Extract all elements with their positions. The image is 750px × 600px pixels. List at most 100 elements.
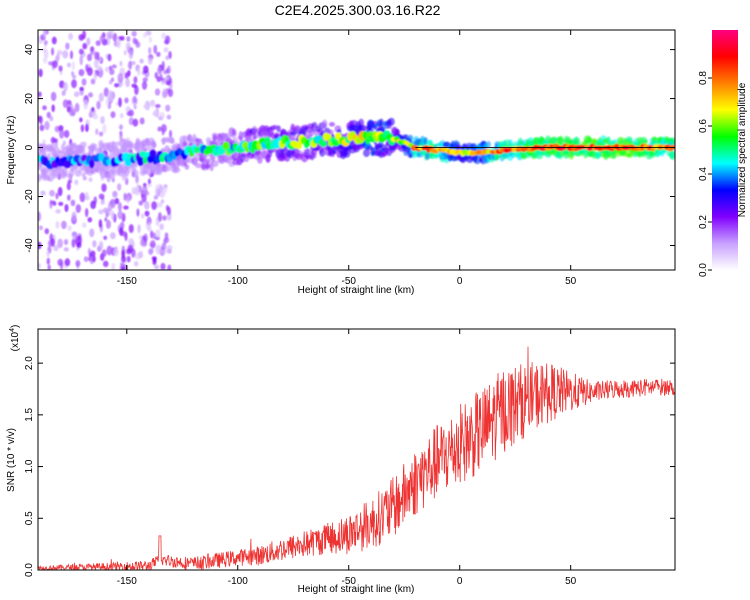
- spectrogram-noise-cell: [156, 76, 162, 83]
- spectrogram-noise-cell: [127, 61, 133, 70]
- spectrogram-noise-cell: [50, 238, 56, 247]
- spectrogram-halo-cell: [184, 164, 190, 170]
- spectrogram-noise-cell: [42, 139, 46, 144]
- spectrogram-noise-cell: [116, 39, 122, 49]
- spectrogram-noise-cell: [106, 31, 113, 38]
- spectrogram-noise-cell: [90, 200, 97, 210]
- spectrogram-noise-cell: [64, 203, 69, 213]
- spectrogram-noise-cell: [166, 65, 171, 74]
- spectrogram-noise-cell: [147, 178, 152, 185]
- colorbar-tick-label: 0.6: [698, 119, 709, 133]
- spectrogram-noise-cell: [148, 47, 152, 55]
- spectrogram-noise-cell: [111, 210, 115, 221]
- colorbar-ticks: 0.0 0.2 0.4 0.6 0.8: [698, 71, 712, 277]
- spectrogram-x-axis-label: Height of straight line (km): [298, 285, 415, 296]
- spectrogram-halo-cell: [81, 172, 86, 177]
- spectrogram-noise-cell: [90, 78, 96, 85]
- spectrogram-noise-cell: [155, 187, 159, 198]
- snr-y-tick-label: 1.5: [24, 407, 35, 421]
- spectrogram-noise-cell: [90, 51, 94, 56]
- spectrogram-noise-cell: [98, 219, 103, 228]
- spectrogram-halo-cell: [80, 147, 86, 157]
- spectrogram-noise-cell: [147, 57, 153, 65]
- spectrogram-halo-cell: [321, 119, 328, 129]
- colorbar-label: Normalized spectral amplitude: [737, 82, 748, 217]
- spectrogram-noise-cell: [169, 84, 173, 90]
- spectrogram-halo-cell: [388, 117, 395, 126]
- spectrogram-noise-cell: [152, 232, 156, 240]
- spectrogram-noise-cell: [99, 35, 104, 42]
- spectrogram-noise-cell: [74, 179, 79, 186]
- spectrogram-x-tick-label: -150: [117, 276, 137, 287]
- spectrogram-noise-cell: [61, 220, 67, 230]
- spectrogram-halo-cell: [92, 143, 98, 149]
- spectrogram-halo-cell: [243, 154, 250, 163]
- spectrogram-halo-cell: [611, 149, 617, 159]
- spectrogram-noise-cell: [160, 199, 165, 204]
- spectrogram-noise-cell: [153, 195, 159, 200]
- spectrogram-noise-cell: [50, 200, 56, 205]
- spectrogram-halo-cell: [107, 141, 115, 148]
- snr-y-tick-label: 0.5: [24, 511, 35, 525]
- spectrogram-noise-cell: [114, 197, 120, 205]
- spectrogram-noise-cell: [95, 40, 101, 46]
- spectrogram-noise-cell: [85, 123, 89, 133]
- spectrogram-noise-cell: [55, 192, 59, 200]
- spectrogram-noise-cell: [113, 248, 119, 257]
- spectrogram-noise-cell: [138, 200, 144, 206]
- spectrogram-noise-cell: [63, 130, 70, 138]
- spectrogram-noise-cell: [139, 239, 145, 247]
- snr-y-tick-label: 2.0: [24, 356, 35, 370]
- spectrogram-noise-cell: [102, 124, 107, 134]
- spectrogram-noise-cell: [132, 95, 137, 104]
- spectrogram-noise-cell: [132, 118, 139, 127]
- spectrogram-noise-cell: [133, 76, 138, 84]
- spectrogram-noise-cell: [62, 50, 69, 59]
- spectrogram-halo-cell: [311, 152, 317, 159]
- spectrogram-noise-cell: [167, 88, 174, 98]
- spectrogram-noise-cell: [84, 207, 89, 218]
- spectrogram-noise-cell: [95, 128, 99, 135]
- spectrogram-noise-cell: [118, 97, 122, 108]
- spectrogram-core-cell: [331, 140, 340, 147]
- spectrogram-noise-cell: [145, 30, 152, 36]
- spectrogram-noise-cell: [69, 50, 74, 60]
- spectrogram-noise-cell: [76, 242, 82, 249]
- spectrogram-x-tick-label: -100: [228, 276, 248, 287]
- spectrogram-x-tick-label: -50: [342, 276, 357, 287]
- spectrogram-halo-cell: [212, 135, 218, 141]
- spectrogram-noise-cell: [152, 110, 159, 117]
- spectrogram-noise-cell: [98, 240, 104, 251]
- spectrogram-halo-cell: [108, 169, 116, 179]
- spectrogram-noise-cell: [111, 262, 116, 270]
- spectrogram-noise-cell: [117, 210, 124, 220]
- spectrogram-y-axis-label: Frequency (Hz): [6, 116, 17, 185]
- snr-y-tick-label: 1.0: [24, 459, 35, 473]
- spectrogram-noise-cell: [141, 80, 148, 90]
- spectrogram-noise-cell: [83, 99, 89, 110]
- spectrogram-noise-cell: [136, 208, 140, 217]
- spectrogram-noise-cell: [165, 104, 171, 112]
- spectrogram-noise-cell: [93, 72, 97, 81]
- spectrogram-noise-cell: [164, 232, 169, 240]
- spectrogram-noise-cell: [87, 92, 94, 98]
- spectrogram-noise-cell: [86, 53, 92, 62]
- spectrogram-noise-cell: [114, 83, 120, 88]
- spectrogram-noise-cell: [127, 244, 134, 253]
- spectrogram-noise-cell: [105, 219, 111, 229]
- spectrogram-noise-cell: [162, 215, 167, 221]
- spectrogram-noise-cell: [100, 199, 106, 206]
- spectrogram-noise-cell: [105, 97, 110, 107]
- spectrogram-noise-cell: [159, 112, 165, 119]
- spectrogram-noise-cell: [68, 32, 74, 41]
- spectrogram-halo-cell: [182, 141, 188, 147]
- spectrogram-halo-cell: [407, 134, 414, 142]
- spectrogram-noise-cell: [155, 229, 161, 238]
- spectrogram-noise-cell: [39, 124, 45, 132]
- spectrogram-halo-cell: [362, 148, 370, 158]
- spectrogram-halo-cell: [79, 141, 87, 148]
- spectrogram-noise-cell: [111, 64, 117, 69]
- spectrogram-noise-cell: [110, 77, 115, 82]
- colorbar: 0.0 0.2 0.4 0.6 0.8 Normalized spectral ampl…: [698, 30, 748, 277]
- spectrogram-halo-cell: [290, 123, 295, 132]
